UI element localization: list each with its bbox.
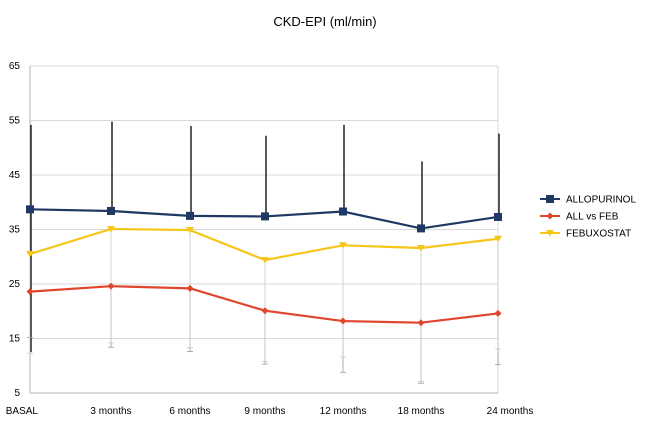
legend-label-2: FEBUXOSTAT — [566, 229, 631, 240]
y-tick-label-3: 35 — [9, 225, 21, 236]
data-point-0-1 — [107, 206, 115, 215]
data-point-1-5 — [417, 319, 425, 327]
y-tick-label-6: 65 — [9, 61, 21, 72]
data-point-0-6 — [494, 212, 502, 221]
series-line-1 — [29, 285, 499, 324]
data-point-1-3 — [261, 307, 269, 315]
x-tick-label-1: 3 months — [90, 406, 131, 417]
x-tick-label-2: 6 months — [169, 406, 210, 417]
data-point-1-1 — [107, 282, 115, 290]
y-tick-label-1: 15 — [9, 334, 21, 345]
data-point-0-5 — [417, 224, 425, 233]
legend-label-1: ALL vs FEB — [566, 212, 619, 223]
legend-marker-2 — [546, 230, 554, 237]
data-point-2-1 — [107, 225, 115, 233]
data-point-2-3 — [261, 257, 269, 264]
data-point-0-0 — [26, 205, 34, 214]
y-tick-label-4: 45 — [9, 170, 21, 181]
data-point-0-2 — [186, 211, 194, 220]
data-point-0-3 — [261, 212, 269, 221]
data-point-1-6 — [494, 309, 502, 317]
x-tick-label-3: 9 months — [244, 406, 285, 417]
legend-marker-0 — [546, 195, 554, 203]
y-tick-label-2: 25 — [9, 279, 21, 290]
legend-label-0: ALLOPURINOL — [566, 195, 636, 206]
x-tick-label-5: 18 months — [398, 406, 445, 417]
data-point-1-4 — [339, 317, 347, 325]
data-point-2-0 — [26, 251, 34, 258]
data-point-2-6 — [494, 235, 502, 243]
x-tick-label-0: BASAL — [6, 406, 39, 417]
data-point-2-2 — [186, 227, 194, 234]
data-point-1-2 — [186, 284, 194, 292]
chart-title: CKD-EPI (ml/min) — [273, 14, 377, 29]
y-tick-label-0: 5 — [14, 388, 20, 399]
data-point-1-0 — [26, 288, 34, 296]
x-tick-label-4: 12 months — [320, 406, 367, 417]
series-line-2 — [29, 227, 499, 262]
data-point-0-4 — [339, 207, 347, 216]
legend-marker-1 — [546, 212, 554, 220]
y-tick-label-5: 55 — [9, 116, 21, 127]
data-point-2-4 — [339, 242, 347, 249]
data-point-2-5 — [417, 245, 425, 252]
x-tick-label-6: 24 months — [487, 406, 534, 417]
